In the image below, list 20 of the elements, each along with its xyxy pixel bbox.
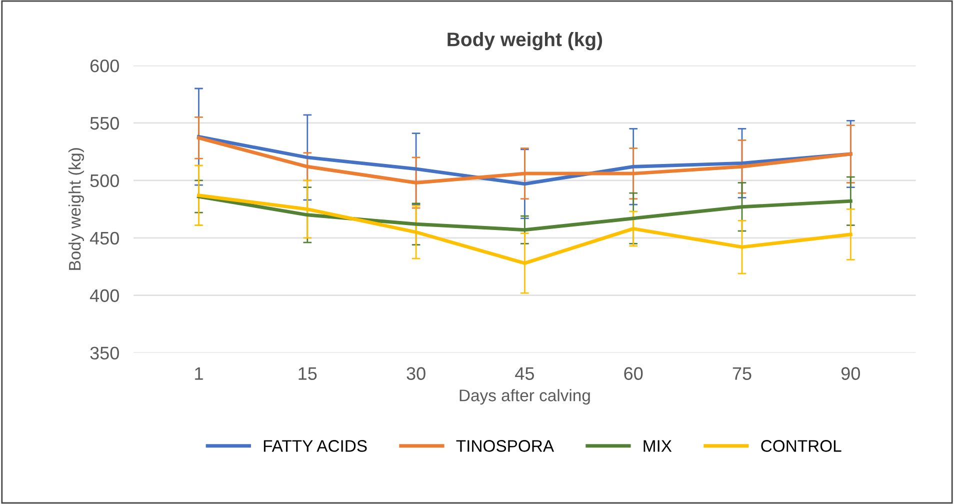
- legend-label: FATTY ACIDS: [264, 440, 367, 452]
- x-tick-label: 60: [624, 367, 643, 380]
- legend-label: MIX: [644, 440, 672, 452]
- legend-label: CONTROL: [761, 440, 842, 452]
- y-tick-label: 450: [90, 232, 119, 245]
- x-tick-label: 75: [732, 367, 752, 380]
- x-axis-title: Days after calving: [460, 389, 590, 405]
- x-tick-label: 1: [195, 367, 203, 380]
- y-tick-label: 550: [90, 116, 119, 130]
- y-tick-label: 500: [90, 174, 119, 188]
- legend-label: TINOSPORA: [456, 440, 554, 452]
- x-tick-label: 15: [298, 367, 317, 380]
- x-tick-label: 45: [515, 367, 534, 380]
- y-tick-label: 350: [90, 346, 119, 360]
- y-tick-label: 600: [90, 59, 119, 72]
- x-tick-label: 90: [841, 367, 860, 380]
- x-tick-label: 30: [406, 367, 426, 380]
- y-tick-label: 400: [90, 289, 119, 302]
- chart-title: Body weight (kg): [448, 32, 602, 50]
- y-axis-title: Body weight (kg): [68, 148, 84, 270]
